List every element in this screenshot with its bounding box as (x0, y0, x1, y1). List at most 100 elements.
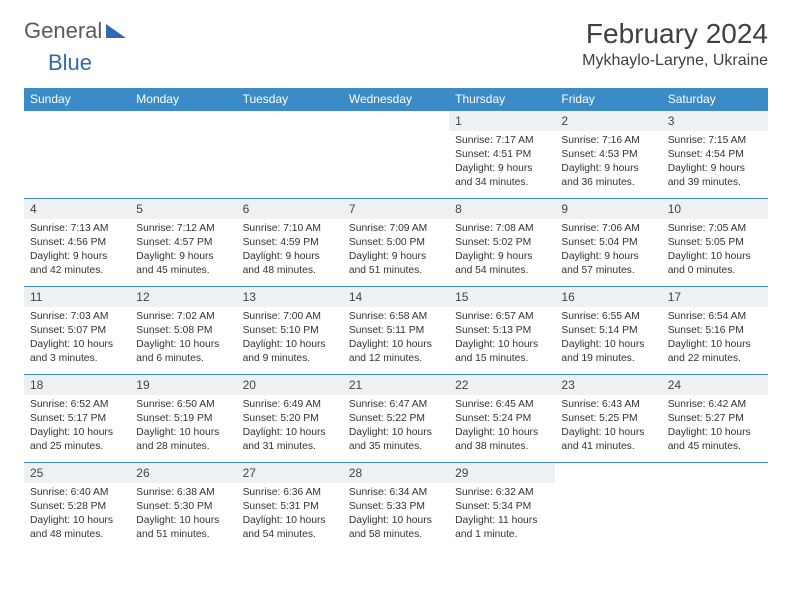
logo-text-general: General (24, 18, 102, 44)
day-details: Sunrise: 7:08 AMSunset: 5:02 PMDaylight:… (449, 219, 555, 282)
day-details: Sunrise: 6:50 AMSunset: 5:19 PMDaylight:… (130, 395, 236, 458)
calendar-week-row: 1Sunrise: 7:17 AMSunset: 4:51 PMDaylight… (24, 111, 768, 199)
day-details: Sunrise: 7:03 AMSunset: 5:07 PMDaylight:… (24, 307, 130, 370)
day-details: Sunrise: 6:49 AMSunset: 5:20 PMDaylight:… (237, 395, 343, 458)
day-number: 23 (555, 375, 661, 395)
calendar-day-cell: 15Sunrise: 6:57 AMSunset: 5:13 PMDayligh… (449, 287, 555, 375)
logo-triangle-icon (106, 24, 126, 38)
day-number: 1 (449, 111, 555, 131)
day-details: Sunrise: 7:05 AMSunset: 5:05 PMDaylight:… (662, 219, 768, 282)
weekday-header: Monday (130, 88, 236, 111)
calendar-day-cell: 17Sunrise: 6:54 AMSunset: 5:16 PMDayligh… (662, 287, 768, 375)
location-label: Mykhaylo-Laryne, Ukraine (582, 52, 768, 70)
day-number: 12 (130, 287, 236, 307)
calendar-day-cell: 14Sunrise: 6:58 AMSunset: 5:11 PMDayligh… (343, 287, 449, 375)
day-number: 17 (662, 287, 768, 307)
calendar-day-cell: 4Sunrise: 7:13 AMSunset: 4:56 PMDaylight… (24, 199, 130, 287)
day-details: Sunrise: 6:34 AMSunset: 5:33 PMDaylight:… (343, 483, 449, 546)
weekday-header-row: SundayMondayTuesdayWednesdayThursdayFrid… (24, 88, 768, 111)
day-details: Sunrise: 7:15 AMSunset: 4:54 PMDaylight:… (662, 131, 768, 194)
calendar-day-cell: 18Sunrise: 6:52 AMSunset: 5:17 PMDayligh… (24, 375, 130, 463)
calendar-day-cell: 22Sunrise: 6:45 AMSunset: 5:24 PMDayligh… (449, 375, 555, 463)
calendar-body: 1Sunrise: 7:17 AMSunset: 4:51 PMDaylight… (24, 111, 768, 546)
day-details: Sunrise: 7:12 AMSunset: 4:57 PMDaylight:… (130, 219, 236, 282)
calendar-empty-cell (130, 111, 236, 199)
day-number: 5 (130, 199, 236, 219)
calendar-week-row: 4Sunrise: 7:13 AMSunset: 4:56 PMDaylight… (24, 199, 768, 287)
day-details: Sunrise: 6:42 AMSunset: 5:27 PMDaylight:… (662, 395, 768, 458)
day-number: 29 (449, 463, 555, 483)
calendar-empty-cell (24, 111, 130, 199)
day-details: Sunrise: 6:38 AMSunset: 5:30 PMDaylight:… (130, 483, 236, 546)
title-block: February 2024 Mykhaylo-Laryne, Ukraine (582, 18, 768, 70)
calendar-day-cell: 1Sunrise: 7:17 AMSunset: 4:51 PMDaylight… (449, 111, 555, 199)
calendar-week-row: 25Sunrise: 6:40 AMSunset: 5:28 PMDayligh… (24, 463, 768, 546)
calendar-day-cell: 16Sunrise: 6:55 AMSunset: 5:14 PMDayligh… (555, 287, 661, 375)
day-details: Sunrise: 7:16 AMSunset: 4:53 PMDaylight:… (555, 131, 661, 194)
day-number: 8 (449, 199, 555, 219)
day-number: 19 (130, 375, 236, 395)
day-number: 26 (130, 463, 236, 483)
calendar-day-cell: 27Sunrise: 6:36 AMSunset: 5:31 PMDayligh… (237, 463, 343, 546)
calendar-day-cell: 8Sunrise: 7:08 AMSunset: 5:02 PMDaylight… (449, 199, 555, 287)
calendar-day-cell: 3Sunrise: 7:15 AMSunset: 4:54 PMDaylight… (662, 111, 768, 199)
calendar-empty-cell (343, 111, 449, 199)
day-number: 22 (449, 375, 555, 395)
day-details: Sunrise: 6:36 AMSunset: 5:31 PMDaylight:… (237, 483, 343, 546)
day-details: Sunrise: 6:58 AMSunset: 5:11 PMDaylight:… (343, 307, 449, 370)
calendar-day-cell: 5Sunrise: 7:12 AMSunset: 4:57 PMDaylight… (130, 199, 236, 287)
day-number: 24 (662, 375, 768, 395)
day-number: 4 (24, 199, 130, 219)
calendar-day-cell: 20Sunrise: 6:49 AMSunset: 5:20 PMDayligh… (237, 375, 343, 463)
calendar-week-row: 18Sunrise: 6:52 AMSunset: 5:17 PMDayligh… (24, 375, 768, 463)
day-details: Sunrise: 7:13 AMSunset: 4:56 PMDaylight:… (24, 219, 130, 282)
calendar-day-cell: 9Sunrise: 7:06 AMSunset: 5:04 PMDaylight… (555, 199, 661, 287)
logo-text-blue: Blue (48, 50, 92, 75)
calendar-day-cell: 28Sunrise: 6:34 AMSunset: 5:33 PMDayligh… (343, 463, 449, 546)
day-number: 15 (449, 287, 555, 307)
day-number: 10 (662, 199, 768, 219)
day-number: 3 (662, 111, 768, 131)
day-details: Sunrise: 6:32 AMSunset: 5:34 PMDaylight:… (449, 483, 555, 546)
calendar-day-cell: 26Sunrise: 6:38 AMSunset: 5:30 PMDayligh… (130, 463, 236, 546)
day-number: 9 (555, 199, 661, 219)
calendar-day-cell: 21Sunrise: 6:47 AMSunset: 5:22 PMDayligh… (343, 375, 449, 463)
day-details: Sunrise: 6:52 AMSunset: 5:17 PMDaylight:… (24, 395, 130, 458)
day-number: 20 (237, 375, 343, 395)
day-number: 28 (343, 463, 449, 483)
calendar-day-cell: 11Sunrise: 7:03 AMSunset: 5:07 PMDayligh… (24, 287, 130, 375)
calendar-day-cell: 13Sunrise: 7:00 AMSunset: 5:10 PMDayligh… (237, 287, 343, 375)
day-number: 6 (237, 199, 343, 219)
day-number: 21 (343, 375, 449, 395)
calendar-empty-cell (237, 111, 343, 199)
day-details: Sunrise: 6:55 AMSunset: 5:14 PMDaylight:… (555, 307, 661, 370)
day-details: Sunrise: 6:57 AMSunset: 5:13 PMDaylight:… (449, 307, 555, 370)
calendar-day-cell: 23Sunrise: 6:43 AMSunset: 5:25 PMDayligh… (555, 375, 661, 463)
day-details: Sunrise: 6:43 AMSunset: 5:25 PMDaylight:… (555, 395, 661, 458)
day-details: Sunrise: 6:40 AMSunset: 5:28 PMDaylight:… (24, 483, 130, 546)
calendar-day-cell: 24Sunrise: 6:42 AMSunset: 5:27 PMDayligh… (662, 375, 768, 463)
calendar-day-cell: 19Sunrise: 6:50 AMSunset: 5:19 PMDayligh… (130, 375, 236, 463)
calendar-day-cell: 25Sunrise: 6:40 AMSunset: 5:28 PMDayligh… (24, 463, 130, 546)
calendar-day-cell: 7Sunrise: 7:09 AMSunset: 5:00 PMDaylight… (343, 199, 449, 287)
day-details: Sunrise: 6:54 AMSunset: 5:16 PMDaylight:… (662, 307, 768, 370)
day-details: Sunrise: 7:09 AMSunset: 5:00 PMDaylight:… (343, 219, 449, 282)
calendar-page: General February 2024 Mykhaylo-Laryne, U… (0, 0, 792, 564)
day-number: 16 (555, 287, 661, 307)
day-number: 25 (24, 463, 130, 483)
calendar-day-cell: 10Sunrise: 7:05 AMSunset: 5:05 PMDayligh… (662, 199, 768, 287)
logo: General (24, 18, 128, 44)
weekday-header: Saturday (662, 88, 768, 111)
weekday-header: Sunday (24, 88, 130, 111)
day-number: 2 (555, 111, 661, 131)
day-number: 14 (343, 287, 449, 307)
calendar-day-cell: 2Sunrise: 7:16 AMSunset: 4:53 PMDaylight… (555, 111, 661, 199)
day-details: Sunrise: 6:45 AMSunset: 5:24 PMDaylight:… (449, 395, 555, 458)
month-title: February 2024 (582, 18, 768, 50)
day-number: 7 (343, 199, 449, 219)
day-number: 27 (237, 463, 343, 483)
calendar-empty-cell (662, 463, 768, 546)
calendar-empty-cell (555, 463, 661, 546)
day-number: 18 (24, 375, 130, 395)
day-details: Sunrise: 7:06 AMSunset: 5:04 PMDaylight:… (555, 219, 661, 282)
